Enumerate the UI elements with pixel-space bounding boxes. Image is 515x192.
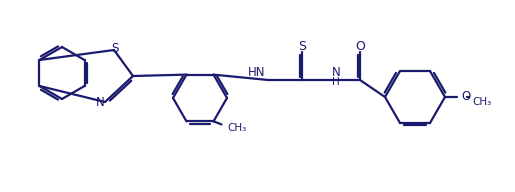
Text: O: O (461, 90, 470, 103)
Text: CH₃: CH₃ (472, 97, 491, 107)
Text: HN: HN (248, 66, 265, 79)
Text: S: S (111, 42, 118, 55)
Text: S: S (298, 41, 306, 54)
Text: N: N (96, 97, 105, 109)
Text: H: H (332, 77, 340, 87)
Text: O: O (355, 41, 365, 54)
Text: CH₃: CH₃ (228, 123, 247, 133)
Text: N: N (332, 66, 341, 79)
